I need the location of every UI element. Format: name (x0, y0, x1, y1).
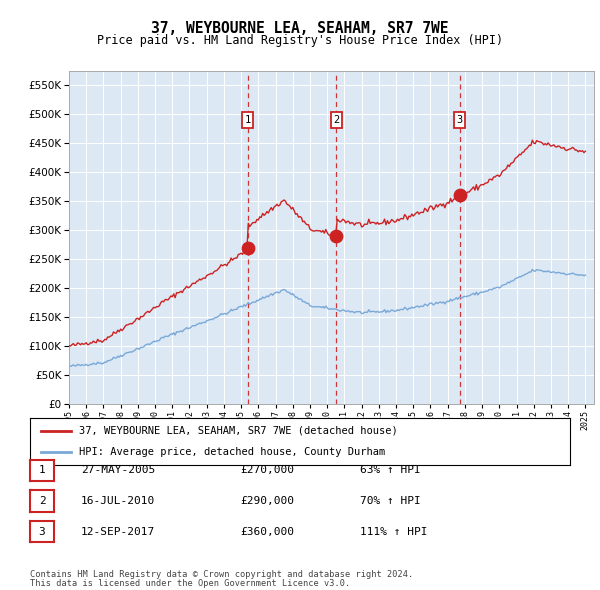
Text: 111% ↑ HPI: 111% ↑ HPI (360, 527, 427, 536)
Text: This data is licensed under the Open Government Licence v3.0.: This data is licensed under the Open Gov… (30, 579, 350, 588)
Text: 63% ↑ HPI: 63% ↑ HPI (360, 466, 421, 475)
Text: £270,000: £270,000 (240, 466, 294, 475)
Text: £360,000: £360,000 (240, 527, 294, 536)
Point (243, 243, 253, 253)
Text: 16-JUL-2010: 16-JUL-2010 (81, 496, 155, 506)
Text: 3: 3 (38, 527, 46, 536)
Text: 37, WEYBOURNE LEA, SEAHAM, SR7 7WE: 37, WEYBOURNE LEA, SEAHAM, SR7 7WE (151, 21, 449, 35)
Text: £290,000: £290,000 (240, 496, 294, 506)
Text: 2: 2 (38, 496, 46, 506)
Text: 2: 2 (334, 115, 340, 125)
Text: Price paid vs. HM Land Registry's House Price Index (HPI): Price paid vs. HM Land Registry's House … (97, 34, 503, 47)
Text: 27-MAY-2005: 27-MAY-2005 (81, 466, 155, 475)
Point (332, 231, 341, 241)
Text: 1: 1 (245, 115, 251, 125)
Text: 3: 3 (457, 115, 463, 125)
Text: 37, WEYBOURNE LEA, SEAHAM, SR7 7WE (detached house): 37, WEYBOURNE LEA, SEAHAM, SR7 7WE (deta… (79, 426, 397, 436)
Text: 12-SEP-2017: 12-SEP-2017 (81, 527, 155, 536)
Text: 1: 1 (38, 466, 46, 475)
Text: 70% ↑ HPI: 70% ↑ HPI (360, 496, 421, 506)
Point (455, 191, 464, 200)
Text: Contains HM Land Registry data © Crown copyright and database right 2024.: Contains HM Land Registry data © Crown c… (30, 571, 413, 579)
Text: HPI: Average price, detached house, County Durham: HPI: Average price, detached house, Coun… (79, 447, 385, 457)
